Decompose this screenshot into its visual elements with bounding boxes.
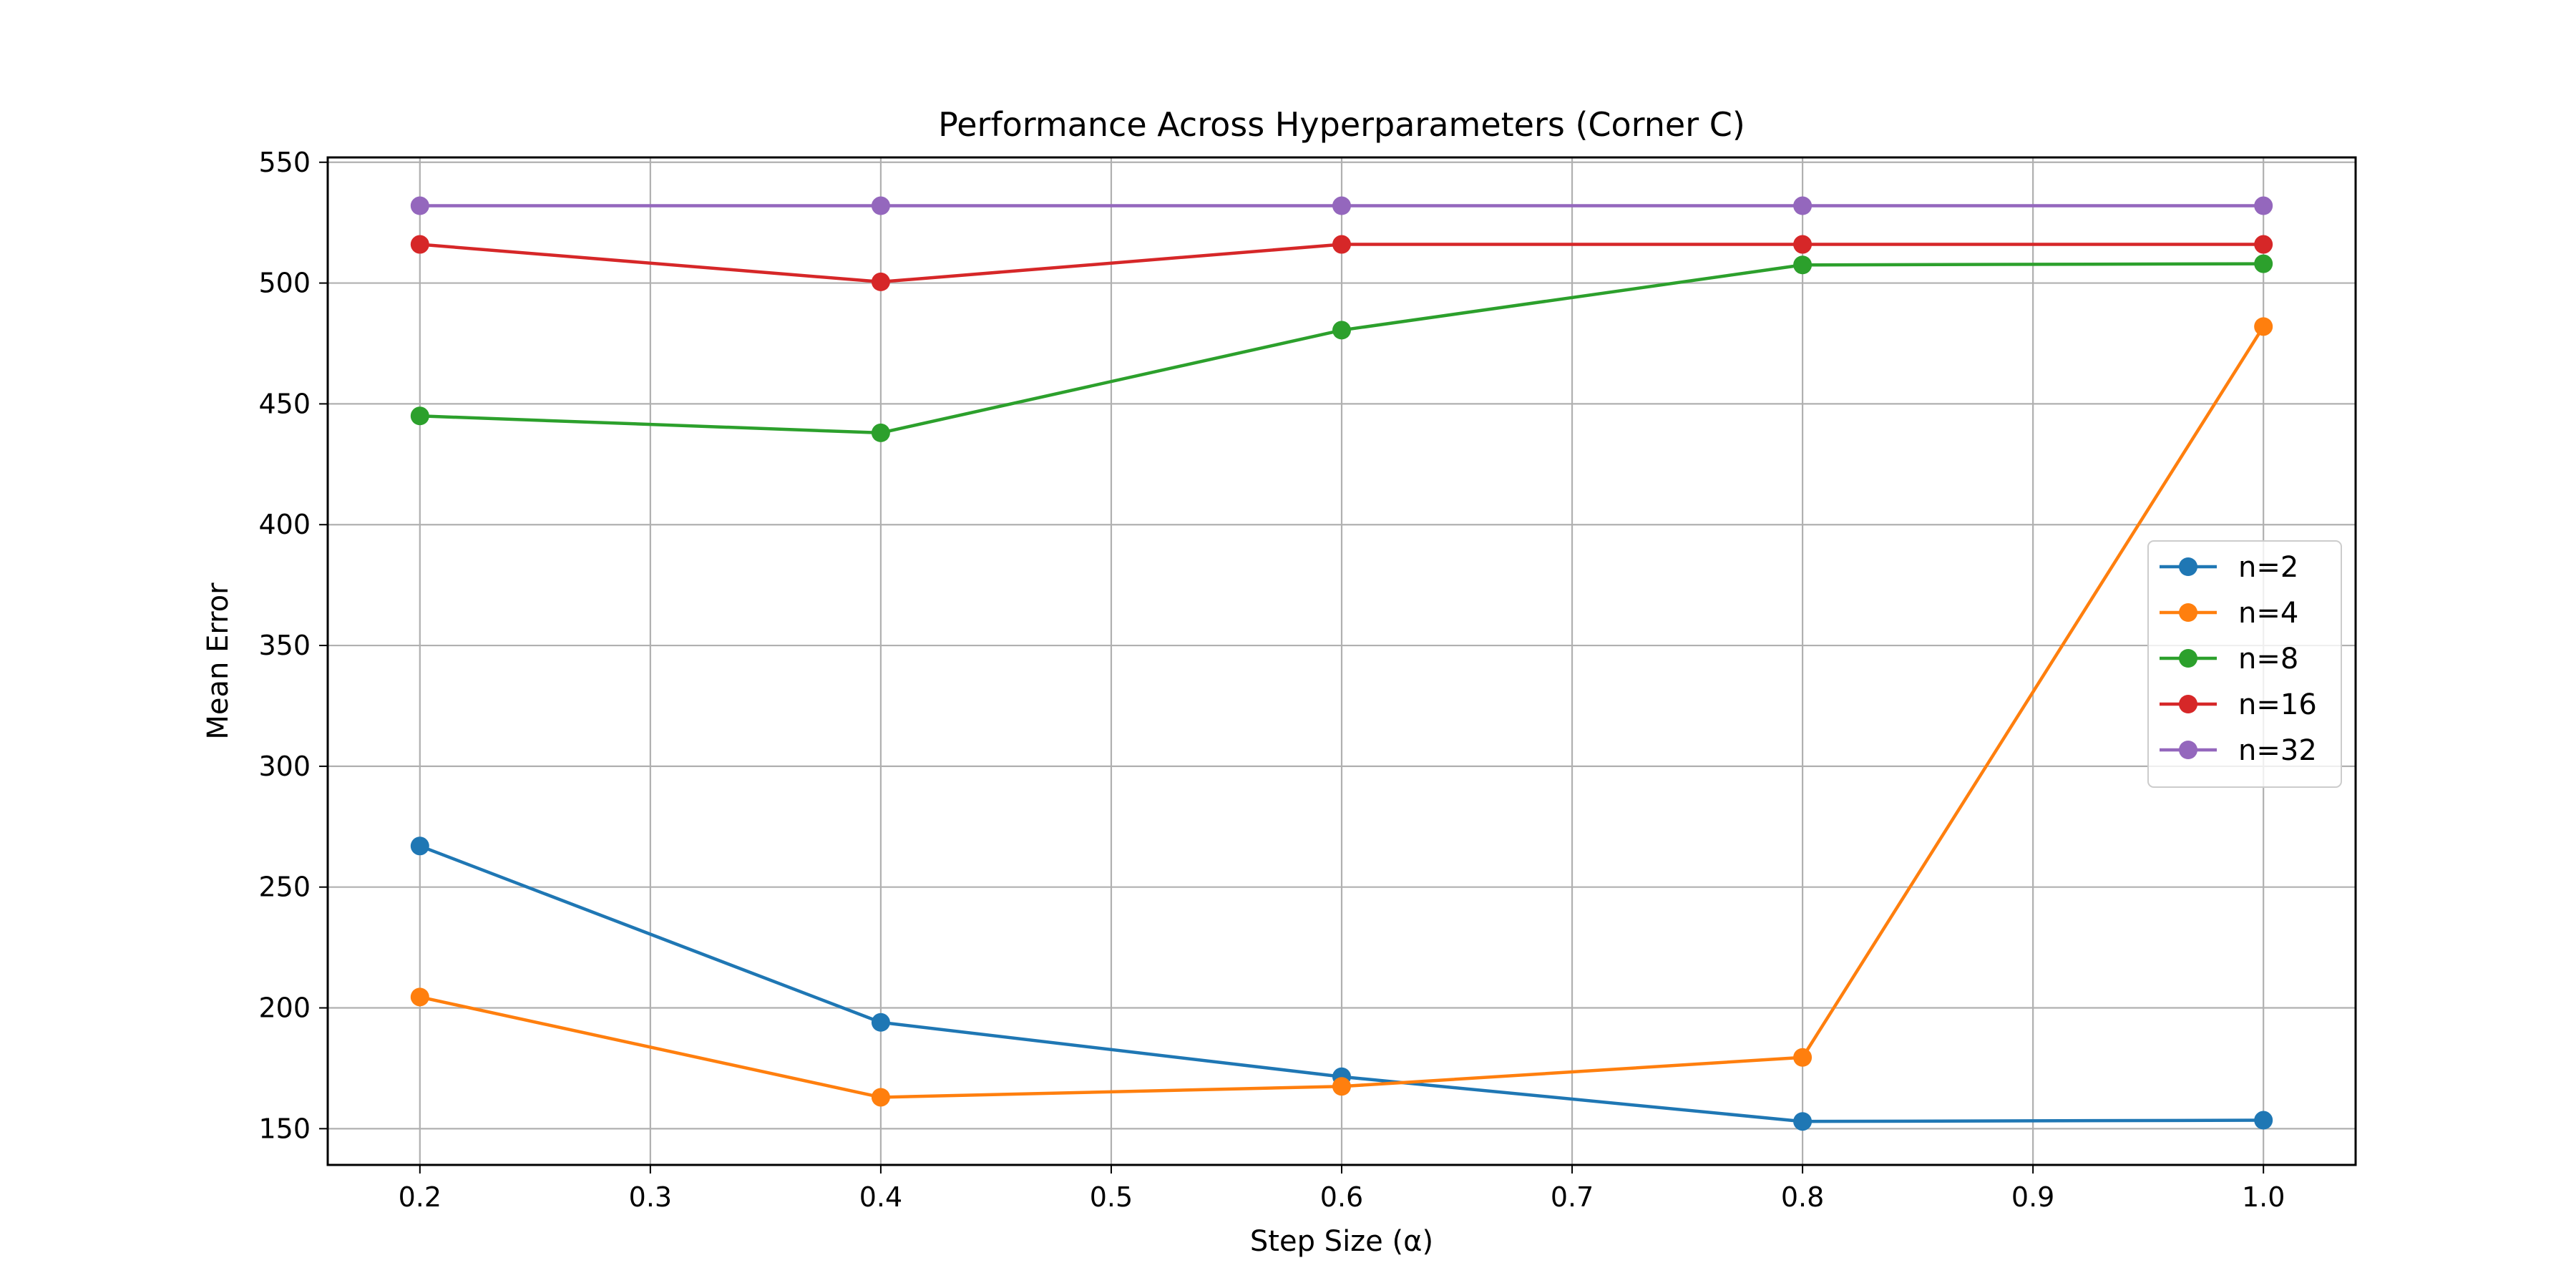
series-n=8: [410, 254, 2273, 442]
legend-box: [2147, 540, 2342, 788]
data-point: [1332, 1077, 1351, 1096]
legend-item: n=16: [2160, 688, 2317, 721]
data-point: [410, 235, 429, 254]
legend-swatch-marker: [2179, 695, 2197, 713]
x-tick-label: 0.5: [1090, 1181, 1133, 1213]
data-point: [871, 1013, 890, 1032]
series-n=32: [410, 196, 2273, 215]
legend-swatch-marker: [2179, 603, 2197, 622]
data-point: [2254, 196, 2273, 215]
y-tick-label: 550: [258, 147, 311, 178]
y-tick-label: 150: [258, 1113, 311, 1144]
data-point: [871, 1088, 890, 1107]
y-tick-label: 300: [258, 751, 311, 782]
data-point: [410, 196, 429, 215]
data-point: [1793, 1112, 1813, 1131]
x-tick-label: 0.3: [629, 1181, 672, 1213]
data-point: [1793, 235, 1813, 254]
legend-swatch-marker: [2179, 557, 2197, 576]
series-n=16: [410, 235, 2273, 291]
data-point: [410, 406, 429, 426]
x-tick-label: 0.6: [1320, 1181, 1363, 1213]
legend-item: n=2: [2160, 551, 2298, 584]
data-point: [2254, 254, 2273, 273]
x-tick-label: 0.2: [399, 1181, 441, 1213]
data-point: [2254, 1111, 2273, 1130]
legend-label: n=32: [2238, 734, 2317, 767]
data-point: [1793, 255, 1813, 275]
x-axis-label: Step Size (α): [1250, 1225, 1433, 1258]
legend-label: n=2: [2238, 551, 2298, 584]
series-n=2: [410, 836, 2273, 1131]
plot-series: [410, 196, 2273, 1131]
legend-item: n=32: [2160, 734, 2317, 767]
data-point: [1793, 196, 1813, 215]
data-point: [2254, 235, 2273, 254]
data-point: [871, 423, 890, 442]
series-n=4: [410, 317, 2273, 1107]
data-point: [1332, 321, 1351, 340]
x-tick-label: 1.0: [2242, 1181, 2285, 1213]
data-point: [1332, 196, 1351, 215]
y-tick-label: 500: [258, 268, 311, 299]
y-tick-label: 450: [258, 388, 311, 419]
data-point: [2254, 317, 2273, 336]
legend-swatch-marker: [2179, 741, 2197, 759]
legend: n=2 n=4 n=8 n=16 n=32: [2147, 540, 2342, 788]
data-point: [871, 196, 890, 215]
axis-ticks: 0.2 0.3 0.4 0.5 0.6 0.7 0.8 0.9 1.0 150 200 250 300 3…: [258, 147, 2285, 1213]
legend-label: n=4: [2238, 597, 2298, 630]
legend-swatch-marker: [2179, 649, 2197, 668]
y-tick-label: 250: [258, 872, 311, 903]
chart-title: Performance Across Hyperparameters (Corn…: [938, 105, 1745, 144]
x-tick-label: 0.4: [859, 1181, 902, 1213]
data-point: [1332, 235, 1351, 254]
data-point: [410, 836, 429, 856]
legend-label: n=8: [2238, 643, 2298, 675]
data-point: [1793, 1048, 1813, 1067]
y-tick-label: 350: [258, 630, 311, 661]
x-tick-label: 0.7: [1551, 1181, 1594, 1213]
legend-item: n=4: [2160, 597, 2298, 630]
data-point: [410, 987, 429, 1007]
data-point: [871, 272, 890, 291]
x-tick-label: 0.9: [2011, 1181, 2054, 1213]
y-axis-label: Mean Error: [202, 582, 235, 740]
y-tick-label: 400: [258, 509, 311, 540]
y-tick-label: 200: [258, 992, 311, 1024]
legend-label: n=16: [2238, 688, 2317, 721]
legend-item: n=8: [2160, 643, 2298, 675]
x-tick-label: 0.8: [1781, 1181, 1824, 1213]
